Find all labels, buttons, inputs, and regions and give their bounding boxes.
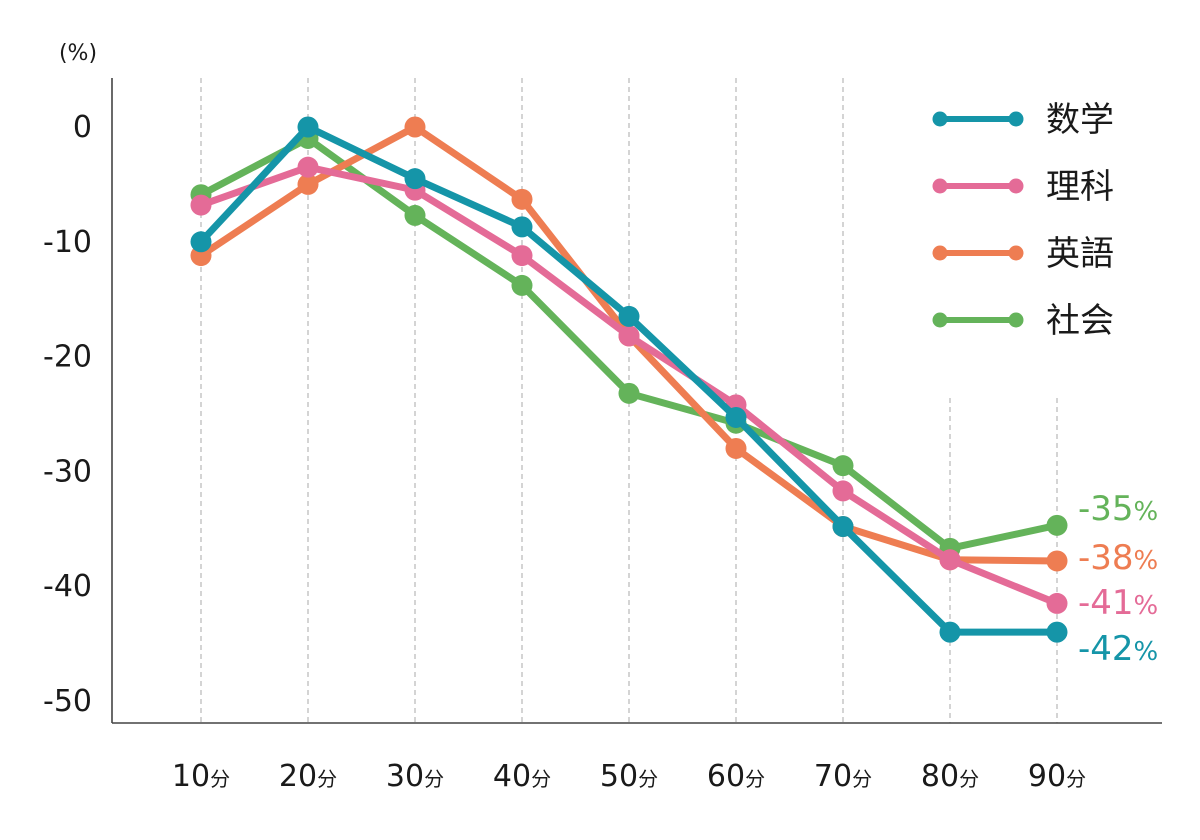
data-point [404, 204, 426, 226]
data-point [190, 194, 212, 216]
data-point [511, 216, 533, 238]
x-tick-label: 60分 [707, 759, 765, 794]
data-point [511, 274, 533, 296]
x-tick-label: 80分 [921, 759, 979, 794]
data-point [190, 231, 212, 253]
x-tick-label: 30分 [386, 759, 444, 794]
legend-item: 社会 [932, 301, 1114, 341]
legend-swatch-dot [932, 178, 948, 194]
y-tick-label: -10 [43, 225, 92, 260]
y-tick-label: -20 [43, 340, 92, 375]
data-point [725, 406, 747, 428]
data-point [1046, 592, 1068, 614]
y-tick-label: -30 [43, 454, 92, 489]
legend-swatch-dot [932, 312, 948, 328]
series-数学 [190, 116, 1068, 643]
legend-label: 社会 [1046, 301, 1114, 341]
legend-swatch-dot [1008, 245, 1024, 261]
x-tick-label: 70分 [814, 759, 872, 794]
y-tick-label: -50 [43, 684, 92, 719]
y-tick-labels: 0 -10 -20 -30 -40 -50 [43, 110, 92, 719]
legend-swatch-dot [932, 245, 948, 261]
end-value-label: -35% [1078, 489, 1158, 529]
legend-label: 理科 [1046, 167, 1114, 207]
axes [111, 78, 1162, 724]
end-value-label: -42% [1078, 629, 1158, 669]
legend-item: 理科 [932, 167, 1114, 207]
legend-label: 数学 [1046, 100, 1114, 140]
data-point [297, 116, 319, 138]
y-tick-label: 0 [73, 110, 92, 145]
x-tick-label: 40分 [493, 759, 551, 794]
x-tick-labels: 10分 20分 30分 40分 50分 60分 70分 80分 90分 [172, 759, 1086, 794]
legend-swatch-dot [1008, 312, 1024, 328]
data-point [618, 305, 640, 327]
data-point [618, 325, 640, 347]
legend-swatch-dot [1008, 178, 1024, 194]
data-point [297, 173, 319, 195]
data-point [1046, 621, 1068, 643]
data-point [1046, 514, 1068, 536]
end-value-label: -38% [1078, 538, 1158, 578]
data-point [832, 455, 854, 477]
legend-label: 英語 [1046, 234, 1114, 274]
data-point [939, 621, 961, 643]
data-point [511, 188, 533, 210]
legend-item: 数学 [932, 100, 1114, 140]
legend-swatch-dot [1008, 111, 1024, 127]
end-labels: -42% -41% -38% -35% [1078, 489, 1158, 669]
data-point [297, 156, 319, 178]
x-tick-label: 50分 [600, 759, 658, 794]
data-point [404, 116, 426, 138]
data-point [725, 437, 747, 459]
data-point [404, 168, 426, 190]
data-point [1046, 550, 1068, 572]
x-tick-label: 10分 [172, 759, 230, 794]
data-point [832, 480, 854, 502]
legend-swatch-dot [932, 111, 948, 127]
legend-item: 英語 [932, 234, 1114, 274]
data-point [832, 516, 854, 538]
data-point [618, 382, 640, 404]
series-layer [190, 116, 1068, 643]
y-axis-unit-label: (%) [59, 41, 97, 66]
end-value-label: -41% [1078, 583, 1158, 623]
data-point [511, 245, 533, 267]
x-tick-label: 20分 [279, 759, 337, 794]
data-point [939, 549, 961, 571]
x-tick-label: 90分 [1028, 759, 1086, 794]
y-tick-label: -40 [43, 569, 92, 604]
